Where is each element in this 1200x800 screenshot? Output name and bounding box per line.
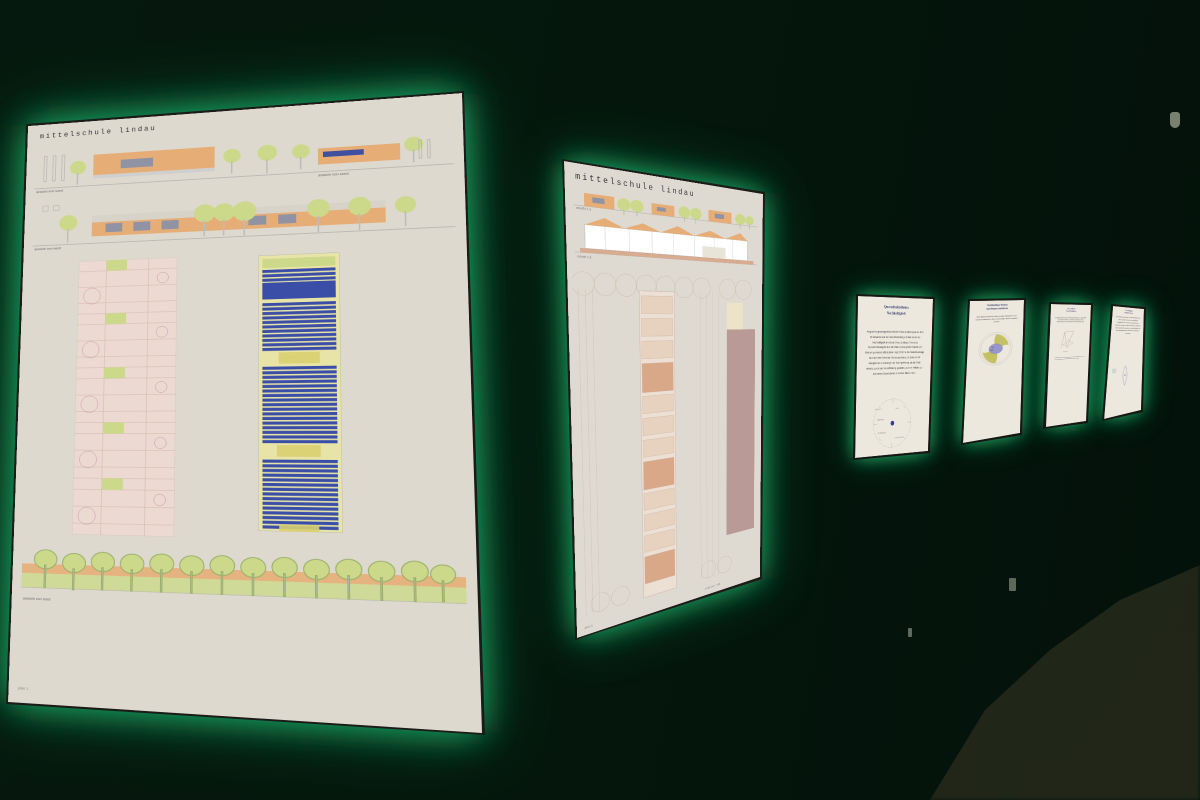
svg-text:umsetzung: umsetzung [877, 431, 886, 435]
svg-text:ziel: ziel [992, 347, 994, 348]
svg-text:massnahmen: massnahmen [895, 436, 904, 439]
svg-text:schnitt 1:2: schnitt 1:2 [577, 255, 591, 260]
svg-text:ansicht 1:2: ansicht 1:2 [576, 206, 591, 211]
svg-text:akteure: akteure [875, 408, 880, 411]
svg-text:planung: planung [878, 418, 884, 421]
svg-text:ansicht von sued: ansicht von sued [318, 171, 349, 177]
svg-text:ziele: ziele [896, 407, 899, 409]
svg-text:ansicht von sued: ansicht von sued [36, 188, 63, 194]
svg-text:diagramm: diagramm [1063, 351, 1068, 353]
svg-text:ansicht von west: ansicht von west [34, 246, 61, 251]
svg-text:ansicht von nord: ansicht von nord [23, 596, 51, 602]
